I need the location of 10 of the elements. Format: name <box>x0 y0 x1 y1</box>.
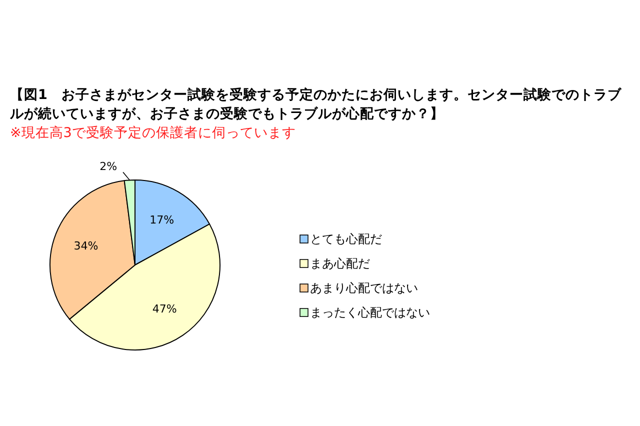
data-label: 34% <box>74 240 98 253</box>
legend-label: あまり心配ではない <box>310 281 418 295</box>
data-label: 47% <box>152 302 177 316</box>
legend-label: まったく心配ではない <box>310 306 430 320</box>
chart-subtitle: ※現在高3で受験予定の保護者に伺っています <box>10 124 296 142</box>
legend-label: とても心配だ <box>310 232 382 246</box>
legend-label: まあ心配だ <box>310 256 370 270</box>
data-label: 2% <box>100 160 118 174</box>
data-label: 17% <box>150 214 174 227</box>
chart-title: 【図1 お子さまがセンター試験を受験する予定のかたにお伺いします。センター試験でのトラブルが続いていますが、お子さまの受験でもトラブルが心配ですか？】 <box>10 86 622 124</box>
